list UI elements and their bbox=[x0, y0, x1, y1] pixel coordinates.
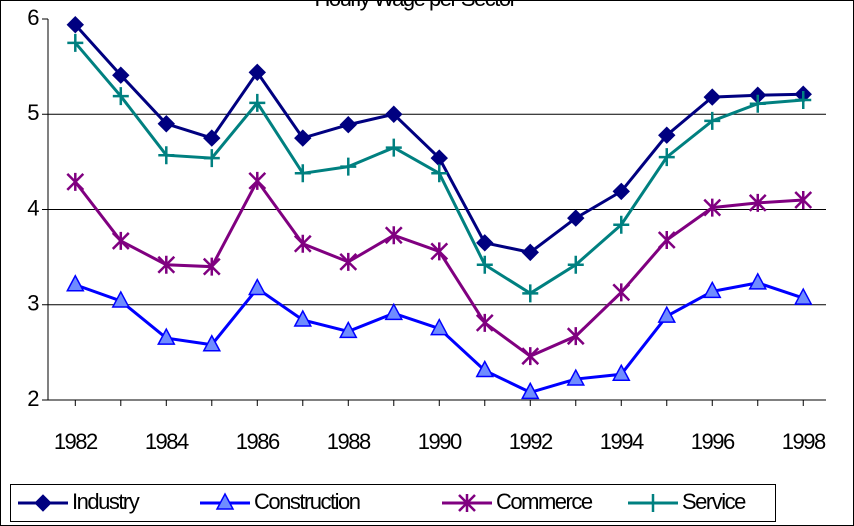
data-point bbox=[203, 149, 220, 168]
legend-label: Construction bbox=[254, 489, 360, 514]
chart-title: Hourly Wage per Sector bbox=[315, 0, 517, 11]
data-point bbox=[203, 129, 221, 147]
data-point bbox=[749, 94, 766, 113]
data-point bbox=[612, 283, 631, 302]
y-tick-label: 3 bbox=[27, 291, 39, 316]
data-point bbox=[67, 33, 84, 52]
data-point bbox=[385, 138, 402, 157]
y-tick-label: 4 bbox=[27, 195, 39, 220]
x-tick-label: 1982 bbox=[54, 429, 98, 454]
data-point bbox=[112, 66, 130, 84]
data-point bbox=[112, 87, 129, 106]
data-point bbox=[111, 231, 130, 250]
data-point bbox=[795, 90, 812, 109]
data-point bbox=[703, 280, 722, 299]
data-point bbox=[566, 368, 586, 386]
data-point bbox=[248, 171, 267, 190]
data-point bbox=[475, 359, 495, 378]
x-tick-label: 1984 bbox=[145, 429, 189, 454]
data-point bbox=[339, 252, 358, 271]
data-point bbox=[384, 302, 404, 321]
data-point bbox=[657, 230, 676, 249]
data-point bbox=[703, 88, 721, 106]
legend-marker bbox=[215, 492, 235, 510]
data-point bbox=[748, 272, 768, 290]
x-tick-label: 1998 bbox=[782, 429, 826, 454]
data-point bbox=[521, 347, 540, 366]
data-point bbox=[202, 334, 222, 352]
x-tick-label: 1988 bbox=[327, 429, 371, 454]
x-tick-label: 1990 bbox=[418, 429, 462, 454]
legend-marker bbox=[34, 494, 52, 512]
x-tick-label: 1996 bbox=[691, 429, 735, 454]
data-point bbox=[612, 182, 630, 201]
legend-marker bbox=[645, 494, 661, 512]
data-point bbox=[158, 146, 175, 165]
data-point bbox=[794, 287, 813, 305]
data-point bbox=[66, 16, 85, 34]
data-point bbox=[385, 105, 403, 123]
x-tick-label: 1992 bbox=[509, 429, 553, 454]
data-point bbox=[567, 255, 584, 274]
data-point bbox=[476, 234, 494, 252]
data-point bbox=[111, 290, 131, 308]
data-point bbox=[202, 257, 221, 276]
data-point bbox=[475, 313, 494, 332]
y-tick-label: 6 bbox=[27, 5, 39, 30]
data-point bbox=[66, 274, 85, 292]
data-point bbox=[566, 327, 585, 346]
data-point bbox=[293, 309, 313, 327]
data-point bbox=[339, 116, 357, 134]
data-point bbox=[476, 255, 493, 274]
legend-label: Service bbox=[682, 489, 746, 514]
data-point bbox=[430, 242, 449, 261]
data-point bbox=[157, 327, 176, 345]
data-point bbox=[613, 215, 630, 234]
data-point bbox=[521, 381, 540, 400]
data-point bbox=[521, 243, 539, 262]
data-point bbox=[293, 234, 312, 253]
data-point bbox=[658, 126, 676, 144]
data-point bbox=[294, 164, 311, 183]
data-point bbox=[703, 198, 722, 217]
legend-label: Industry bbox=[72, 489, 140, 514]
data-point bbox=[339, 320, 358, 339]
data-point bbox=[384, 226, 403, 245]
data-point bbox=[567, 209, 585, 227]
y-tick-label: 2 bbox=[27, 386, 39, 411]
x-tick-label: 1994 bbox=[600, 429, 644, 454]
data-point bbox=[294, 129, 312, 147]
x-tick-label: 1986 bbox=[236, 429, 280, 454]
data-point bbox=[657, 305, 677, 323]
data-point bbox=[249, 93, 266, 112]
legend-label: Commerce bbox=[496, 489, 593, 514]
data-point bbox=[748, 193, 767, 212]
data-point bbox=[430, 317, 449, 336]
data-point bbox=[522, 284, 539, 303]
y-tick-label: 5 bbox=[27, 100, 39, 125]
legend-marker bbox=[458, 494, 476, 512]
data-point bbox=[157, 115, 175, 133]
data-point bbox=[157, 255, 176, 274]
data-point bbox=[704, 111, 721, 130]
data-point bbox=[66, 172, 85, 191]
data-point bbox=[612, 363, 631, 382]
data-point bbox=[248, 63, 266, 82]
data-point bbox=[658, 148, 675, 167]
data-point bbox=[431, 164, 448, 183]
data-point bbox=[248, 277, 267, 296]
data-point bbox=[794, 190, 813, 209]
data-point bbox=[340, 157, 357, 176]
